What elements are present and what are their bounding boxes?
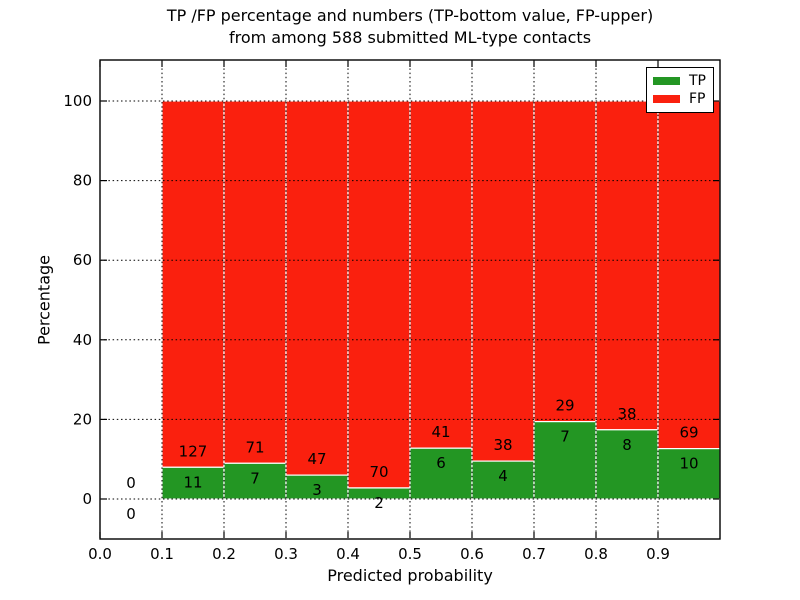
tp-count-label: 10 [679, 455, 698, 473]
fp-count-label: 71 [245, 438, 264, 456]
tp-legend-swatch-icon [653, 77, 680, 85]
x-tick-label: 0.8 [584, 545, 608, 563]
tp-count-label: 6 [436, 454, 446, 472]
chart-title: TP /FP percentage and numbers (TP-bottom… [100, 5, 720, 49]
x-tick-label: 0.7 [522, 545, 546, 563]
fp-count-label: 47 [307, 450, 326, 468]
fp-bar-segment [285, 100, 349, 476]
fp-bar-segment [161, 100, 225, 468]
chart-title-line2: from among 588 submitted ML-type contact… [228, 28, 592, 47]
x-tick-label: 0.4 [336, 545, 360, 563]
fp-bar-segment [595, 100, 659, 431]
fp-count-label: 41 [431, 423, 450, 441]
tp-count-label: 3 [312, 481, 322, 499]
fp-bar-segment [533, 100, 597, 423]
tp-count-label: 7 [560, 428, 570, 446]
tp-bar-segment [161, 466, 225, 500]
legend: TP FP [646, 67, 714, 113]
x-tick-label: 0.0 [88, 545, 112, 563]
y-tick-label: 100 [63, 92, 92, 110]
bars-layer [161, 100, 721, 500]
x-tick-label: 0.1 [150, 545, 174, 563]
y-tick-label: 20 [73, 410, 92, 428]
tp-count-label: 2 [374, 494, 384, 512]
fp-bar-segment [347, 100, 411, 489]
tp-bar-segment [409, 447, 473, 500]
tp-count-label: 7 [250, 469, 260, 487]
axis-ticks-layer [99, 61, 719, 538]
fp-count-label: 38 [617, 405, 636, 423]
fp-bar-segment [471, 100, 535, 462]
fp-count-label: 69 [679, 424, 698, 442]
legend-item-tp: TP [653, 74, 707, 88]
legend-label-fp: FP [689, 91, 706, 107]
fp-bar-segment [657, 100, 721, 450]
fp-legend-swatch-icon [653, 95, 680, 103]
y-axis-label: Percentage [34, 254, 54, 346]
legend-label-tp: TP [689, 73, 706, 89]
fp-bar-segment [409, 100, 473, 449]
x-tick-label: 0.5 [398, 545, 422, 563]
legend-item-fp: FP [653, 92, 707, 106]
x-tick-label: 0.6 [460, 545, 484, 563]
tp-count-label: 0 [126, 505, 136, 523]
plot-border [99, 59, 721, 540]
fp-count-label: 0 [126, 474, 136, 492]
x-tick-label: 0.3 [274, 545, 298, 563]
fp-bar-segment [223, 100, 287, 464]
y-tick-label: 60 [73, 251, 92, 269]
x-tick-label: 0.9 [646, 545, 670, 563]
y-tick-label: 0 [82, 490, 92, 508]
fp-count-label: 70 [369, 463, 388, 481]
chart-title-line1: TP /FP percentage and numbers (TP-bottom… [166, 6, 654, 25]
tp-count-label: 4 [498, 467, 508, 485]
y-tick-label: 80 [73, 172, 92, 190]
tp-bar-segment [533, 421, 597, 500]
fp-count-label: 38 [493, 436, 512, 454]
tp-count-label: 8 [622, 436, 632, 454]
tp-bar-segment [657, 448, 721, 500]
y-tick-label: 40 [73, 331, 92, 349]
fp-count-label: 127 [179, 442, 208, 460]
gridlines-layer [100, 60, 720, 539]
bar-value-labels-layer: 0 0 127 11 71 7 47 3 70 2 41 6 38 4 29 7 38 8 69 10 [126, 397, 698, 523]
x-axis-label: Predicted probability [327, 566, 493, 585]
tp-count-label: 11 [183, 473, 202, 491]
x-tick-label: 0.2 [212, 545, 236, 563]
fp-count-label: 29 [555, 397, 574, 415]
